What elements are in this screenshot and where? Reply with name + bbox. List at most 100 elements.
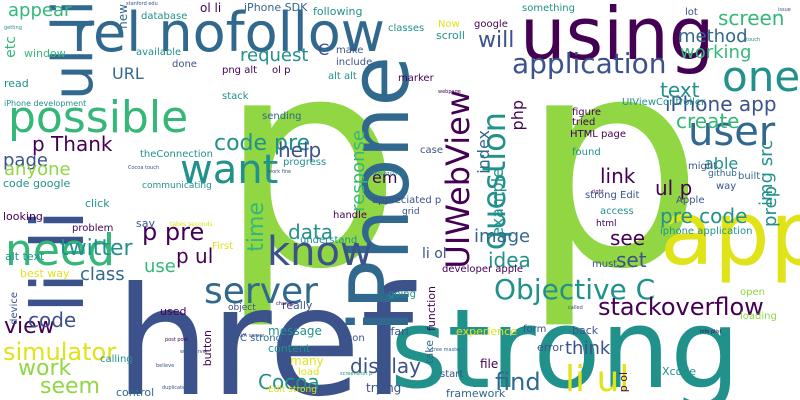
word: php xyxy=(508,100,527,131)
word: handle xyxy=(333,210,368,221)
word: application xyxy=(512,47,667,80)
word: many xyxy=(290,354,324,368)
word: twitter xyxy=(60,236,133,261)
word: request xyxy=(240,45,309,66)
word: safari xyxy=(378,325,409,338)
word: looking xyxy=(3,210,43,223)
word: create xyxy=(676,109,740,133)
word: em xyxy=(372,168,398,187)
word: framework xyxy=(446,387,506,400)
word: getting xyxy=(4,25,22,31)
word: p Thank xyxy=(32,132,113,156)
word: message xyxy=(268,324,322,338)
word: rel nofollow xyxy=(72,1,385,64)
word: screen xyxy=(718,6,785,30)
word: lot xyxy=(685,7,698,18)
word: load xyxy=(298,367,320,378)
word: JAVA server xyxy=(236,333,265,339)
word: think xyxy=(565,338,611,359)
word: start xyxy=(440,369,464,380)
word: developer apple xyxy=(442,264,524,275)
word: class xyxy=(80,264,125,285)
word: device xyxy=(9,292,20,325)
word: simulator xyxy=(3,338,117,366)
word: window xyxy=(24,47,66,60)
word: calling xyxy=(100,354,133,365)
word: p pre xyxy=(142,218,205,246)
word: available xyxy=(136,47,182,58)
word: file xyxy=(480,357,499,371)
word: p ul xyxy=(176,244,214,268)
word: index xyxy=(474,130,493,174)
word: response xyxy=(348,130,369,212)
word: working xyxy=(680,42,752,63)
word: pre code xyxy=(660,204,748,228)
word: back xyxy=(572,324,599,337)
word: example xyxy=(488,168,507,237)
word: method xyxy=(678,26,748,47)
word: tried xyxy=(572,117,596,128)
word: alt alt xyxy=(328,71,357,82)
word: html xyxy=(596,219,617,229)
word: case xyxy=(420,145,443,156)
word: Now xyxy=(438,19,460,30)
word: open xyxy=(740,287,765,298)
word: Cocoa touch xyxy=(128,165,160,171)
word: understand xyxy=(300,235,358,246)
word: anyone xyxy=(4,159,71,180)
word: done xyxy=(172,59,197,70)
word: p xyxy=(218,0,403,333)
word: info plist xyxy=(700,329,722,335)
word: something xyxy=(522,3,575,14)
word: Apple xyxy=(676,195,705,206)
word: used xyxy=(160,305,187,318)
word: use xyxy=(144,256,176,277)
word: appreciated p xyxy=(372,195,442,206)
word: error xyxy=(537,341,564,354)
word: say xyxy=(136,217,155,230)
word: help xyxy=(278,138,322,162)
word: database xyxy=(141,11,188,22)
word: click xyxy=(85,197,110,210)
word: post post xyxy=(165,337,189,343)
word: control xyxy=(116,386,155,399)
word: right xyxy=(592,189,604,195)
word: prep xyxy=(760,186,781,227)
word: li ul xyxy=(565,359,630,400)
word: image xyxy=(474,226,531,247)
word: ol li xyxy=(200,1,222,15)
word: Edit strong xyxy=(268,385,317,395)
word: Objective C xyxy=(494,273,656,306)
word: user xyxy=(688,109,776,155)
word: problem xyxy=(72,223,114,234)
word: google xyxy=(474,19,508,30)
word: strong xyxy=(390,285,741,400)
word: UIWebView xyxy=(439,90,477,269)
word: code google xyxy=(3,177,71,190)
word: link xyxy=(600,164,636,188)
word: iPhone SDK xyxy=(244,1,308,14)
word: one xyxy=(722,52,800,101)
word: href xyxy=(115,256,414,400)
word: page xyxy=(3,150,48,171)
word: UIViewController xyxy=(622,97,706,108)
word: etc xyxy=(3,36,19,58)
word: text xyxy=(660,78,700,102)
word: data xyxy=(288,220,334,244)
word: view xyxy=(4,314,55,339)
word: might xyxy=(688,161,718,172)
word: webpage xyxy=(438,89,461,95)
word: able xyxy=(704,154,739,173)
word: png alt xyxy=(222,65,258,76)
word: function xyxy=(425,286,438,331)
word: First xyxy=(212,241,234,252)
word: iPhone app xyxy=(665,92,777,116)
word: classes xyxy=(388,23,425,34)
word: stack xyxy=(222,91,249,102)
word: must xyxy=(592,259,618,270)
word: communicating xyxy=(142,181,212,191)
word: progress xyxy=(283,157,327,168)
word: scroll xyxy=(436,29,465,42)
word: appear xyxy=(8,0,72,21)
word: iphone application xyxy=(660,226,753,237)
